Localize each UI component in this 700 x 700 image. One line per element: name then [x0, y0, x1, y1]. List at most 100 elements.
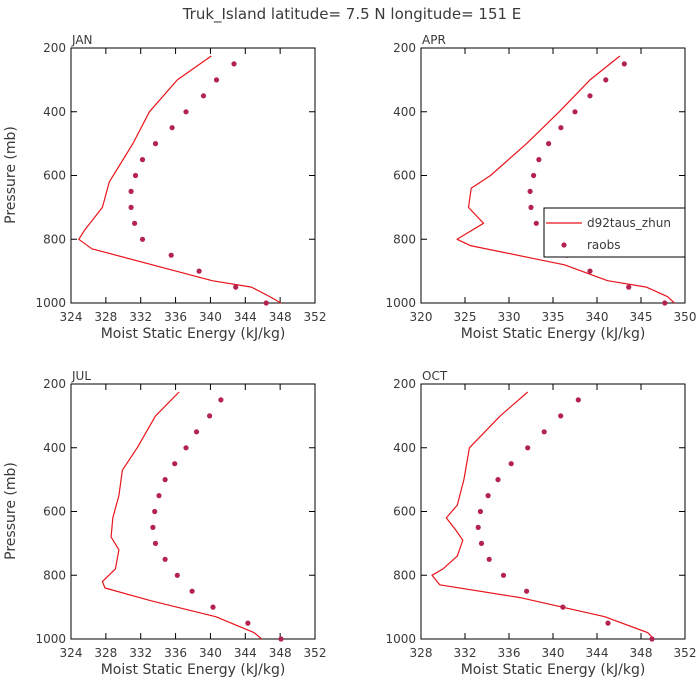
- y-ticks: 200 400 600 800 1000: [385, 41, 685, 310]
- series-marker-raobs: [575, 397, 581, 403]
- x-axis-label: Moist Static Energy (kJ/kg): [461, 662, 646, 678]
- series-marker-raobs: [525, 445, 531, 451]
- series-marker-raobs: [183, 109, 189, 115]
- y-tick-label: 600: [43, 169, 66, 183]
- y-tick-label: 600: [43, 505, 66, 519]
- x-tick-label: 335: [542, 310, 565, 324]
- series-marker-raobs: [210, 604, 216, 610]
- panel-label: JUL: [71, 369, 91, 383]
- series-marker-raobs: [169, 125, 175, 131]
- y-tick-label: 1000: [35, 632, 66, 646]
- x-tick-label: 332: [454, 646, 477, 660]
- series-marker-raobs: [213, 77, 220, 83]
- series-marker-raobs: [207, 413, 213, 419]
- series-marker-raobs: [500, 572, 507, 578]
- panel-label: OCT: [422, 369, 448, 383]
- panel-oct: 328 332 336 340 344 348 352 200 400 600 800 1000 O…: [385, 369, 696, 678]
- panel-label: APR: [422, 33, 446, 47]
- series-line-model: [78, 55, 282, 304]
- panel-jan: 324 328 332 336 340 344 348 352 200 400 600 800 100…: [3, 33, 326, 342]
- x-tick-label: 330: [498, 310, 521, 324]
- series-marker-raobs: [152, 141, 159, 147]
- x-tick-label: 340: [542, 646, 565, 660]
- series-marker-raobs: [128, 204, 134, 210]
- series-marker-raobs: [132, 220, 138, 226]
- x-ticks: 324 328 332 336 340 344 348 352: [60, 384, 327, 660]
- y-tick-label: 200: [393, 41, 416, 55]
- panel-label: JAN: [71, 33, 93, 47]
- legend-marker-swatch: [561, 242, 567, 248]
- x-tick-label: 324: [60, 310, 83, 324]
- plot-frame: [420, 383, 686, 640]
- series-marker-raobs: [245, 620, 251, 626]
- series-marker-raobs: [528, 204, 534, 210]
- series-marker-raobs: [172, 461, 178, 467]
- series-marker-raobs: [527, 188, 533, 194]
- y-tick-label: 400: [393, 441, 416, 455]
- plot-area: [431, 391, 655, 642]
- legend-label-raobs: raobs: [587, 238, 621, 252]
- series-line-model: [456, 55, 675, 304]
- series-marker-raobs: [475, 524, 481, 530]
- series-marker-raobs: [495, 477, 501, 483]
- y-tick-label: 200: [43, 41, 66, 55]
- series-marker-raobs: [174, 572, 180, 578]
- series-marker-raobs: [233, 284, 239, 290]
- series-line-model: [101, 391, 263, 640]
- x-tick-label: 328: [410, 646, 433, 660]
- series-marker-raobs: [152, 508, 158, 515]
- x-tick-label: 350: [674, 310, 697, 324]
- series-marker-raobs: [128, 188, 134, 194]
- y-tick-label: 800: [43, 232, 66, 246]
- series-marker-raobs: [162, 556, 168, 562]
- plot-area: [101, 391, 284, 642]
- series-marker-raobs: [486, 556, 492, 562]
- panel-apr: 320 325 330 335 340 345 350 200 400 600 800 1000 d…: [385, 33, 696, 342]
- x-tick-label: 324: [60, 646, 83, 660]
- series-marker-raobs: [183, 445, 189, 451]
- series-marker-raobs: [139, 236, 146, 242]
- x-tick-label: 332: [129, 310, 152, 324]
- y-tick-label: 800: [43, 568, 66, 582]
- y-axis-label: Pressure (mb): [3, 126, 19, 224]
- y-tick-label: 200: [43, 377, 66, 391]
- x-axis-label: Moist Static Energy (kJ/kg): [461, 326, 646, 342]
- x-tick-label: 344: [234, 646, 257, 660]
- series-marker-raobs: [152, 540, 159, 546]
- series-marker-raobs: [531, 172, 537, 179]
- series-marker-raobs: [603, 77, 609, 83]
- series-marker-raobs: [605, 620, 611, 626]
- plot-frame: [70, 383, 316, 640]
- y-ticks: 200 400 600 800 1000: [35, 377, 315, 646]
- x-tick-label: 352: [674, 646, 697, 660]
- y-tick-label: 600: [393, 169, 416, 183]
- series-marker-raobs: [587, 268, 593, 274]
- series-marker-raobs: [546, 141, 552, 147]
- x-ticks: 328 332 336 340 344 348 352: [410, 384, 697, 660]
- y-tick-label: 1000: [385, 632, 416, 646]
- y-tick-label: 200: [393, 377, 416, 391]
- x-tick-label: 348: [269, 310, 292, 324]
- x-tick-label: 344: [234, 310, 257, 324]
- series-line-model: [431, 391, 655, 640]
- y-tick-label: 400: [43, 105, 66, 119]
- y-tick-label: 800: [393, 568, 416, 582]
- y-tick-label: 1000: [35, 296, 66, 310]
- series-marker-raobs: [558, 125, 564, 131]
- series-marker-raobs: [278, 636, 284, 642]
- panel-jul: 324 328 332 336 340 344 348 352 200 400 600 800 100…: [3, 369, 326, 678]
- series-marker-raobs: [139, 157, 146, 163]
- x-tick-label: 328: [94, 646, 117, 660]
- x-tick-label: 340: [586, 310, 609, 324]
- series-marker-raobs: [478, 540, 485, 546]
- x-tick-label: 352: [304, 646, 327, 660]
- x-ticks: 324 328 332 336 340 344 348 352: [60, 48, 327, 324]
- x-tick-label: 348: [269, 646, 292, 660]
- y-tick-label: 1000: [385, 296, 416, 310]
- y-tick-label: 600: [393, 505, 416, 519]
- legend-label-model: d92taus_zhun: [587, 216, 671, 230]
- x-tick-label: 352: [304, 310, 327, 324]
- plot-area: [456, 55, 675, 306]
